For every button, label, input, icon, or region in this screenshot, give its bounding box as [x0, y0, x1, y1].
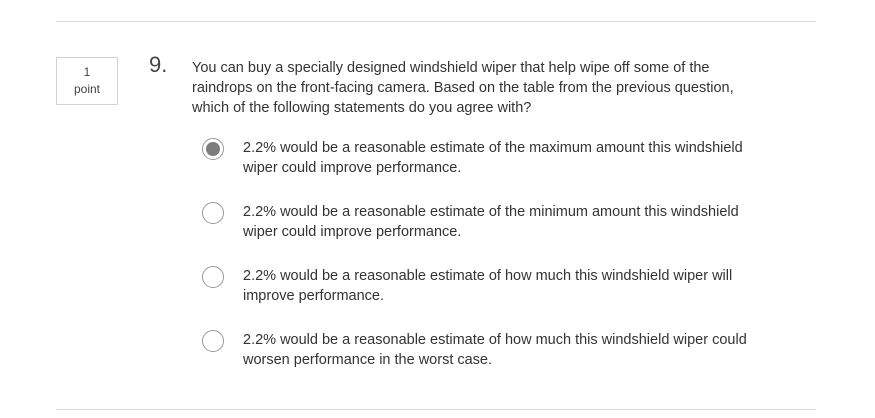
radio-button-3[interactable]: [202, 266, 224, 288]
question-prompt: You can buy a specially designed windshi…: [192, 60, 734, 116]
answer-option-4[interactable]: 2.2% would be a reasonable estimate of h…: [200, 330, 800, 394]
top-divider: [56, 21, 816, 22]
answer-option-2[interactable]: 2.2% would be a reasonable estimate of t…: [200, 202, 800, 266]
radio-button-2[interactable]: [202, 202, 224, 224]
answer-option-label: 2.2% would be a reasonable estimate of h…: [243, 268, 733, 304]
radio-button-1[interactable]: [202, 138, 224, 160]
points-value: 1: [83, 65, 91, 79]
answer-option-label: 2.2% would be a reasonable estimate of h…: [243, 332, 747, 368]
answer-option-label: 2.2% would be a reasonable estimate of t…: [243, 140, 743, 176]
bottom-divider: [56, 409, 816, 410]
answer-options: 2.2% would be a reasonable estimate of t…: [200, 138, 800, 394]
points-unit: point: [73, 82, 101, 96]
answer-option-1[interactable]: 2.2% would be a reasonable estimate of t…: [200, 138, 800, 202]
question-number: 9.: [149, 52, 168, 77]
points-badge: 1 point: [56, 57, 118, 105]
radio-button-4[interactable]: [202, 330, 224, 352]
answer-option-label: 2.2% would be a reasonable estimate of t…: [243, 204, 739, 240]
answer-option-3[interactable]: 2.2% would be a reasonable estimate of h…: [200, 266, 800, 330]
